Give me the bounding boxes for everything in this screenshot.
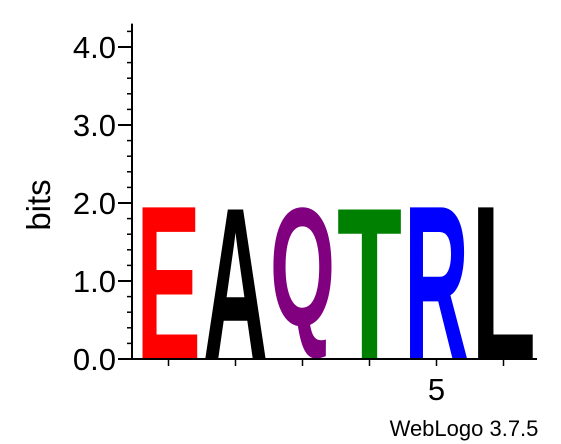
x-tick-label: 5 bbox=[428, 372, 445, 407]
letter-l-pos-6: L bbox=[471, 159, 536, 406]
letter-glyph: E bbox=[136, 161, 201, 407]
letter-t-pos-4: T bbox=[337, 163, 402, 406]
letter-glyph: R bbox=[404, 160, 469, 406]
weblogo-credit: WebLogo 3.7.5 bbox=[390, 416, 539, 441]
y-tick-label: 0.0 bbox=[73, 342, 116, 377]
letter-glyph: T bbox=[337, 163, 402, 406]
letter-r-pos-5: R bbox=[404, 160, 469, 406]
letter-glyph: A bbox=[203, 163, 268, 406]
letter-glyph: L bbox=[471, 159, 536, 406]
letter-glyph: Q bbox=[270, 173, 335, 362]
letter-q-pos-3: Q bbox=[270, 173, 335, 362]
y-tick-label: 3.0 bbox=[73, 108, 116, 143]
letter-a-pos-2: A bbox=[203, 163, 268, 406]
letter-e-pos-1: E bbox=[136, 161, 201, 407]
y-tick-label: 4.0 bbox=[73, 30, 116, 65]
y-tick-label: 1.0 bbox=[73, 264, 116, 299]
y-axis-label: bits bbox=[20, 179, 57, 230]
y-tick-label: 2.0 bbox=[73, 186, 116, 221]
axes-layer: 0.0 1.0 2.0 3.0 4.0 5 bbox=[73, 23, 537, 407]
